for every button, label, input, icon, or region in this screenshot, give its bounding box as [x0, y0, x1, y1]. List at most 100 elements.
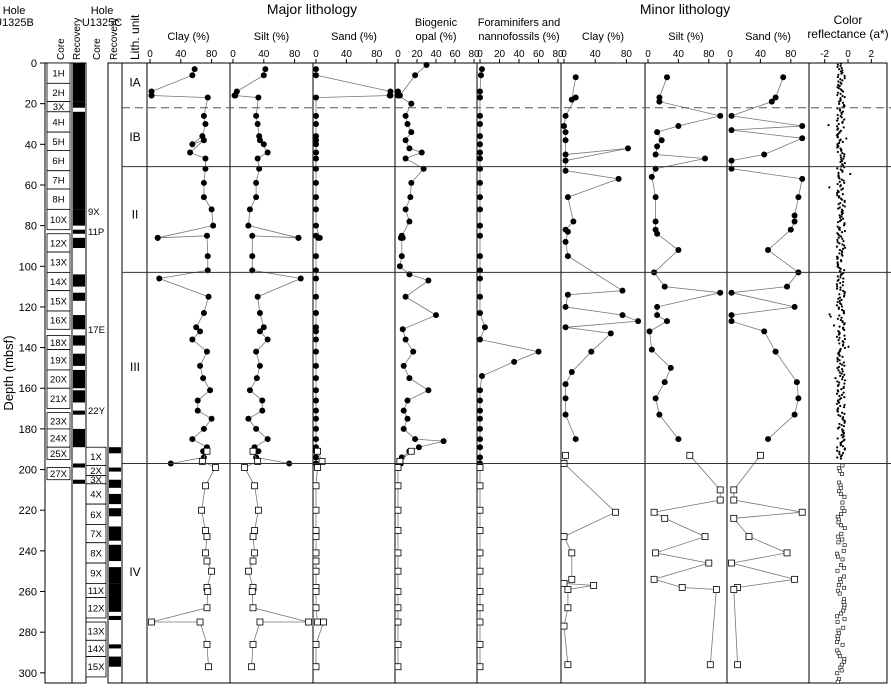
color-point	[838, 102, 841, 105]
data-point	[200, 375, 207, 382]
color-point	[841, 193, 844, 196]
data-point	[780, 74, 787, 81]
data-point-open	[757, 451, 764, 459]
recovery-b-bar	[73, 335, 85, 346]
color-point	[843, 403, 846, 407]
x-tick-label: 80	[289, 49, 301, 60]
x-tick-label: 0	[561, 49, 567, 60]
recovery-b-header: Recovery	[72, 18, 83, 60]
color-point	[843, 292, 846, 295]
data-point	[256, 310, 263, 317]
data-point	[245, 222, 252, 229]
data-point	[410, 348, 417, 355]
color-x-tick-label: 2	[869, 49, 875, 60]
data-point	[795, 194, 802, 201]
data-point	[635, 318, 642, 325]
data-point	[717, 112, 724, 119]
data-point	[572, 436, 579, 443]
data-point	[400, 425, 407, 432]
color-point	[840, 298, 843, 301]
color-point	[843, 334, 846, 337]
color-point	[840, 303, 843, 306]
data-point	[562, 411, 569, 418]
data-point-open	[678, 584, 686, 591]
data-point	[148, 92, 155, 99]
color-x-tick-label: -2	[820, 49, 829, 60]
color-point	[836, 117, 840, 120]
data-point	[313, 375, 319, 382]
color-point	[840, 235, 843, 238]
data-point	[675, 123, 682, 130]
color-point	[841, 151, 844, 155]
color-point-open	[835, 671, 840, 676]
recovery-c-bar	[109, 615, 121, 620]
data-point	[404, 120, 411, 127]
x-tick-label: 0	[230, 49, 236, 60]
color-point	[840, 423, 843, 427]
color-point	[843, 77, 846, 80]
core-b-label: 13X	[50, 258, 68, 269]
data-point	[203, 232, 210, 239]
color-point-open	[842, 543, 847, 548]
panel-title: Sand (%)	[745, 31, 791, 43]
color-point	[838, 371, 841, 374]
color-point-open	[840, 472, 844, 476]
data-point	[654, 303, 661, 310]
data-point	[313, 120, 319, 127]
data-point	[313, 387, 319, 394]
data-point-open	[312, 663, 320, 671]
lith-unit-label: IA	[129, 75, 140, 89]
data-point-open	[734, 661, 741, 669]
color-point	[836, 427, 840, 430]
data-point	[477, 194, 483, 201]
core-c-box	[85, 597, 107, 619]
color-point	[841, 204, 844, 207]
data-point-open	[560, 622, 568, 630]
x-tick-label: 40	[175, 49, 187, 60]
data-point	[402, 137, 409, 144]
data-point	[799, 135, 806, 142]
series-line	[562, 455, 617, 665]
data-point	[402, 112, 409, 119]
color-point	[836, 285, 839, 288]
color-point	[836, 91, 840, 94]
data-point	[648, 173, 655, 180]
color-point	[843, 205, 846, 208]
panel-title: Biogenic	[415, 17, 458, 29]
core-c-label: 15X	[88, 662, 106, 673]
color-point	[838, 293, 841, 296]
recovery-c-bar	[109, 493, 121, 505]
data-point	[400, 362, 407, 369]
color-point-open	[842, 617, 847, 622]
data-point	[477, 387, 483, 394]
data-point	[313, 267, 319, 274]
data-point	[728, 127, 735, 134]
x-tick-label: 0	[313, 49, 319, 60]
color-point	[837, 307, 840, 310]
color-point	[840, 305, 844, 308]
color-point	[842, 179, 845, 182]
core-b-label: 2H	[52, 88, 64, 99]
core-c-label: 14X	[88, 644, 106, 655]
color-point	[837, 203, 840, 206]
color-point	[843, 118, 846, 121]
data-point	[570, 218, 577, 225]
data-point	[398, 253, 405, 260]
data-point-open	[476, 567, 484, 575]
color-point	[841, 243, 844, 246]
data-point	[408, 100, 415, 107]
color-point	[842, 90, 845, 93]
data-point	[564, 253, 571, 260]
data-point	[478, 66, 485, 73]
data-point	[768, 98, 775, 105]
color-point-open	[842, 494, 847, 499]
panel-title: Clay (%)	[582, 31, 624, 43]
data-point	[207, 387, 214, 394]
data-point	[425, 387, 432, 394]
data-point-open	[590, 582, 598, 589]
color-point	[829, 315, 832, 318]
data-point	[717, 289, 724, 296]
data-point	[765, 247, 771, 254]
color-point	[838, 398, 841, 401]
data-point	[406, 271, 413, 278]
